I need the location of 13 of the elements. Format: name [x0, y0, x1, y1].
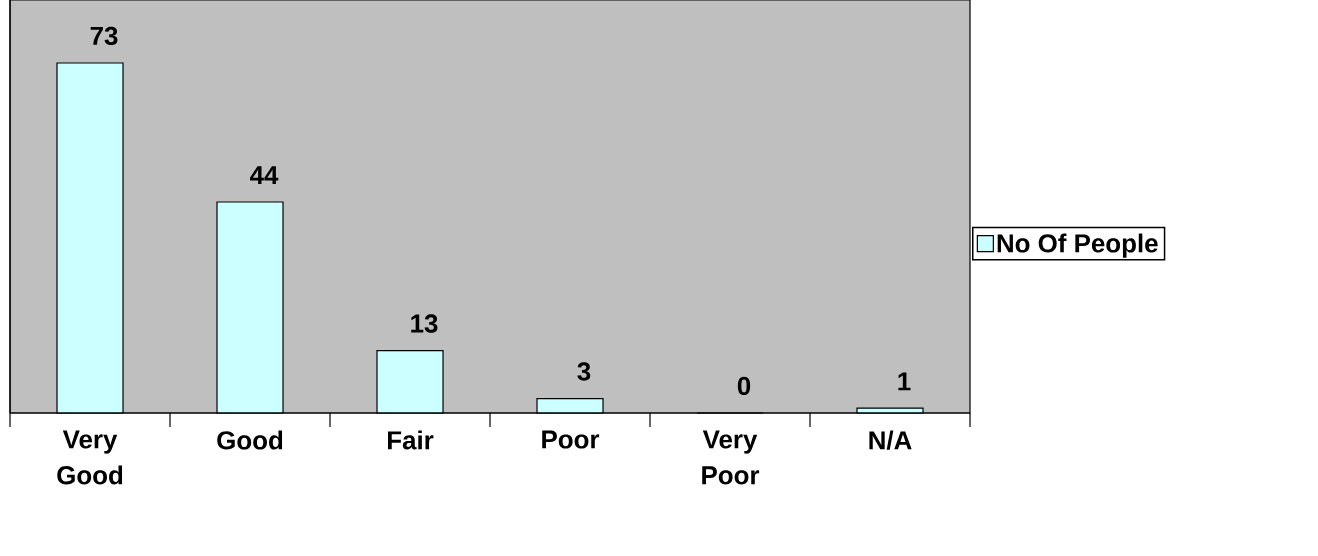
- data-label: 13: [411, 314, 438, 333]
- data-label: 73: [90, 26, 118, 46]
- x-tick-label: N/A: [869, 430, 912, 450]
- data-label: 0: [737, 376, 751, 396]
- data-label: 1: [898, 372, 911, 391]
- data-label: 44: [250, 166, 279, 185]
- legend-label: No Of People: [997, 233, 1158, 258]
- x-tick-label: Very Poor: [702, 430, 760, 485]
- x-tick-label: Fair: [388, 430, 434, 450]
- x-tick-label: Good: [217, 430, 283, 450]
- x-tick-label: Poor: [542, 430, 600, 449]
- x-tick-label: Very Good: [57, 430, 123, 485]
- data-label: 3: [577, 362, 591, 381]
